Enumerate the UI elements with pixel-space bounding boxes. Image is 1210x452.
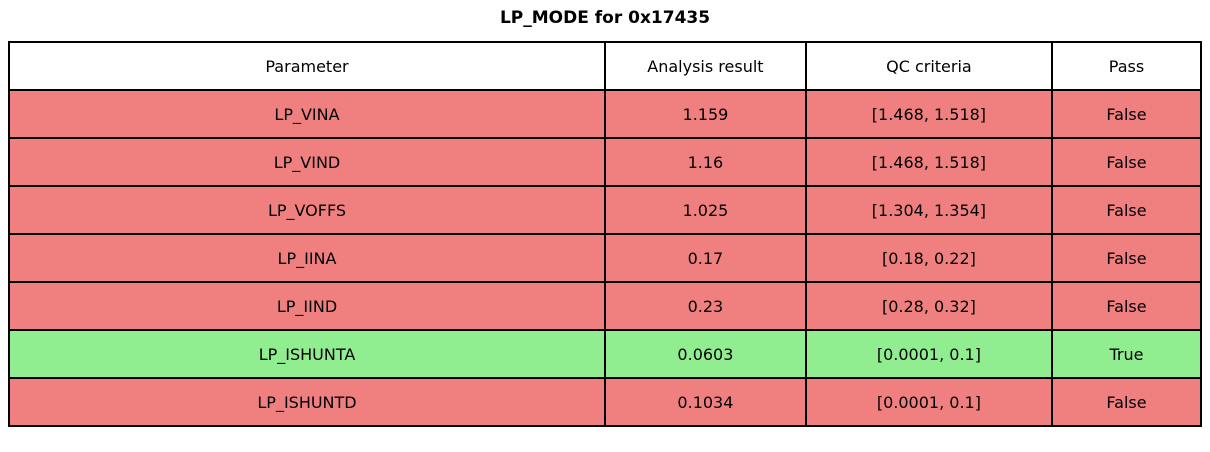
analysis-result-cell: 0.23 (604, 281, 807, 331)
parameter-cell: LP_ISHUNTD (8, 377, 606, 427)
table-row: LP_ISHUNTA 0.0603 [0.0001, 0.1] True (8, 329, 1203, 379)
qc-criteria-cell: [1.468, 1.518] (804, 137, 1053, 187)
pass-cell: False (1050, 89, 1203, 139)
column-header-pass: Pass (1050, 41, 1203, 91)
parameter-cell: LP_VIND (8, 137, 606, 187)
analysis-result-cell: 1.025 (604, 185, 807, 235)
column-header-qc-criteria: QC criteria (804, 41, 1053, 91)
parameter-cell: LP_ISHUNTA (8, 329, 606, 379)
parameter-cell: LP_IIND (8, 281, 606, 331)
header-row: Parameter Analysis result QC criteria Pa… (8, 41, 1203, 91)
analysis-result-cell: 1.16 (604, 137, 807, 187)
figure-title: LP_MODE for 0x17435 (499, 8, 711, 28)
parameter-cell: LP_IINA (8, 233, 606, 283)
analysis-result-cell: 0.1034 (604, 377, 807, 427)
table-row: LP_VIND 1.16 [1.468, 1.518] False (8, 137, 1203, 187)
qc-criteria-cell: [0.28, 0.32] (804, 281, 1053, 331)
qc-criteria-cell: [0.18, 0.22] (804, 233, 1053, 283)
qc-criteria-cell: [0.0001, 0.1] (804, 329, 1053, 379)
column-header-analysis-result: Analysis result (604, 41, 807, 91)
pass-cell: False (1050, 377, 1203, 427)
table-row: LP_IINA 0.17 [0.18, 0.22] False (8, 233, 1203, 283)
table-row: LP_VOFFS 1.025 [1.304, 1.354] False (8, 185, 1203, 235)
table-row: LP_VINA 1.159 [1.468, 1.518] False (8, 89, 1203, 139)
column-header-parameter: Parameter (8, 41, 606, 91)
analysis-result-cell: 1.159 (604, 89, 807, 139)
qc-criteria-cell: [1.468, 1.518] (804, 89, 1053, 139)
analysis-result-cell: 0.0603 (604, 329, 807, 379)
pass-cell: False (1050, 137, 1203, 187)
table-row: LP_ISHUNTD 0.1034 [0.0001, 0.1] False (8, 377, 1203, 427)
pass-cell: True (1050, 329, 1203, 379)
analysis-result-cell: 0.17 (604, 233, 807, 283)
pass-cell: False (1050, 281, 1203, 331)
parameter-cell: LP_VOFFS (8, 185, 606, 235)
table-row: LP_IIND 0.23 [0.28, 0.32] False (8, 281, 1203, 331)
pass-cell: False (1050, 185, 1203, 235)
qc-criteria-cell: [1.304, 1.354] (804, 185, 1053, 235)
qc-results-table: Parameter Analysis result QC criteria Pa… (8, 41, 1203, 427)
pass-cell: False (1050, 233, 1203, 283)
qc-criteria-cell: [0.0001, 0.1] (804, 377, 1053, 427)
parameter-cell: LP_VINA (8, 89, 606, 139)
